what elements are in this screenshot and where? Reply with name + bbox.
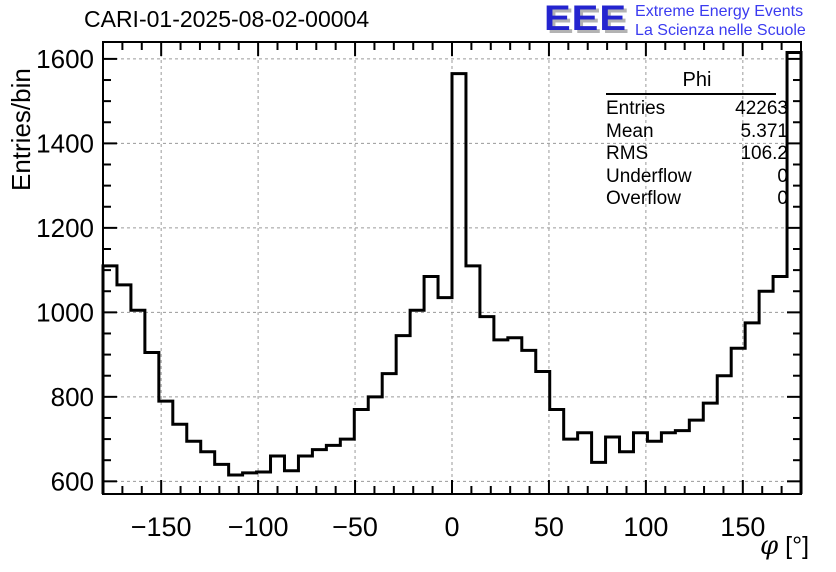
eee-logo: EEE Extreme Energy Events La Scienza nel… [544,0,806,40]
stats-title-underline [606,93,776,95]
svg-text:1200: 1200 [36,213,94,243]
svg-text:1600: 1600 [36,44,94,74]
svg-text:100: 100 [623,512,668,542]
svg-text:150: 150 [720,512,765,542]
eee-logo-acronym: EEE [544,0,628,39]
y-axis-title: Entries/bin [6,68,36,191]
x-axis-unit: [°] [778,532,810,560]
x-axis-title: φ [°] [760,531,809,561]
svg-text:−100: −100 [228,512,289,542]
eee-tagline-line2: La Scienza nelle Scuole [635,22,806,39]
stats-box: Phi Entries 42263 Mean 5.371 RMS 106.2 U… [606,68,788,211]
stats-row-mean: Mean 5.371 [606,120,788,142]
stats-row-overflow: Overflow 0 [606,188,788,209]
svg-text:50: 50 [534,512,564,542]
svg-text:600: 600 [51,466,94,496]
phi-symbol: φ [760,531,779,561]
svg-text:−150: −150 [131,512,192,542]
stats-box-title: Phi [682,69,712,91]
plot-title: CARI-01-2025-08-02-00004 [84,6,370,32]
eee-logo-tagline: Extreme Energy Events La Scienza nelle S… [635,2,806,40]
eee-tagline-line1: Extreme Energy Events [635,3,804,20]
svg-text:1000: 1000 [36,297,94,327]
stats-row-rms: RMS 106.2 [606,143,788,164]
stats-row-entries: Entries 42263 [606,98,788,119]
svg-text:800: 800 [51,382,94,412]
svg-text:−50: −50 [332,512,378,542]
stats-row-underflow: Underflow 0 [606,165,788,187]
svg-text:1400: 1400 [36,128,94,158]
svg-text:0: 0 [444,512,459,542]
